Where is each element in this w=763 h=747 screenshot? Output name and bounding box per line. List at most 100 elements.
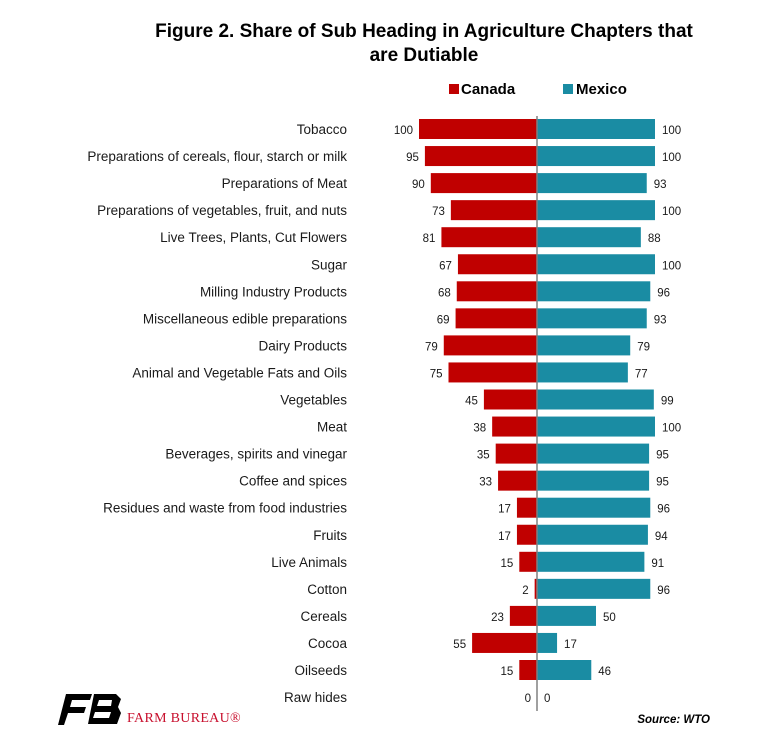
value-label-canada-dairy-products: 79 [425,341,438,353]
value-label-canada-milling-industry-products: 68 [438,287,451,299]
bar-canada-preparations-of-cereals-flour-starch-or-milk [424,146,537,167]
value-label-canada-preparations-of-meat: 90 [412,179,425,191]
legend-swatch-canada [449,84,459,94]
farm-bureau-logo: FARM BUREAU® [58,694,241,726]
bar-canada-live-animals [519,551,537,572]
category-label-fruits: Fruits [313,528,347,543]
bar-mexico-dairy-products [537,335,631,356]
bar-canada-fruits [516,524,537,545]
bar-canada-sugar [457,254,537,275]
value-label-canada-beverages-spirits-and-vinegar: 35 [477,450,490,462]
value-label-mexico-sugar: 100 [662,260,681,272]
bar-mexico-live-trees-plants-cut-flowers [537,227,641,248]
bar-canada-vegetables [483,389,537,410]
bar-canada-preparations-of-vegetables-fruit-and-nuts [450,200,537,221]
value-label-canada-raw-hides: 0 [525,693,531,705]
category-label-residues-and-waste-from-food-industries: Residues and waste from food industries [103,501,347,516]
value-label-canada-cereals: 23 [491,612,504,624]
source-note: Source: WTO [637,714,710,726]
value-label-mexico-residues-and-waste-from-food-industries: 96 [657,504,670,516]
value-label-canada-coffee-and-spices: 33 [479,477,492,489]
value-label-mexico-preparations-of-meat: 93 [654,179,667,191]
category-label-dairy-products: Dairy Products [258,338,347,353]
bar-canada-coffee-and-spices [498,470,537,491]
bar-canada-beverages-spirits-and-vinegar [495,443,537,464]
value-label-mexico-milling-industry-products: 96 [657,287,670,299]
fb-logo-icon [58,694,121,725]
value-label-mexico-tobacco: 100 [662,125,681,137]
bar-mexico-preparations-of-meat [537,173,647,194]
value-label-canada-vegetables: 45 [465,396,478,408]
bar-mexico-animal-and-vegetable-fats-and-oils [537,362,628,383]
value-label-canada-sugar: 67 [439,260,452,272]
bar-canada-tobacco [419,119,537,139]
value-label-canada-cocoa: 55 [453,639,466,651]
bar-canada-cereals [509,605,537,626]
value-label-canada-tobacco: 100 [394,125,413,137]
category-label-beverages-spirits-and-vinegar: Beverages, spirits and vinegar [165,447,347,462]
bar-mexico-tobacco [537,119,655,139]
value-label-mexico-coffee-and-spices: 95 [656,477,669,489]
value-label-canada-preparations-of-vegetables-fruit-and-nuts: 73 [432,206,445,218]
category-label-meat: Meat [317,420,347,435]
bar-canada-oilseeds [519,660,537,680]
chart-title-line-2: are Dutiable [370,45,479,66]
category-label-miscellaneous-edible-preparations: Miscellaneous edible preparations [143,311,347,326]
value-label-canada-oilseeds: 15 [501,666,514,678]
value-label-mexico-preparations-of-cereals-flour-starch-or-milk: 100 [662,152,681,164]
plot-area: Tobacco 100 100 Preparations of cereals, fl… [87,116,681,712]
category-label-live-trees-plants-cut-flowers: Live Trees, Plants, Cut Flowers [160,230,347,245]
value-label-canada-animal-and-vegetable-fats-and-oils: 75 [430,368,443,380]
bar-mexico-beverages-spirits-and-vinegar [537,443,650,464]
bar-mexico-vegetables [537,389,654,410]
bar-mexico-meat [537,416,655,437]
value-label-canada-fruits: 17 [498,531,511,543]
value-label-mexico-preparations-of-vegetables-fruit-and-nuts: 100 [662,206,681,218]
value-label-mexico-beverages-spirits-and-vinegar: 95 [656,450,669,462]
bar-mexico-oilseeds [537,660,592,680]
category-label-cotton: Cotton [307,582,347,597]
value-label-mexico-cereals: 50 [603,612,616,624]
bar-mexico-cocoa [537,632,558,653]
bar-canada-preparations-of-meat [430,173,537,194]
category-label-preparations-of-cereals-flour-starch-or-milk: Preparations of cereals, flour, starch o… [87,149,347,164]
farm-bureau-wordmark: FARM BUREAU® [127,711,241,726]
bar-mexico-cereals [537,605,596,626]
category-label-preparations-of-vegetables-fruit-and-nuts: Preparations of vegetables, fruit, and n… [97,203,347,218]
category-label-vegetables: Vegetables [280,393,347,408]
category-label-coffee-and-spices: Coffee and spices [239,474,347,489]
legend-label-canada: Canada [461,81,516,98]
value-label-mexico-meat: 100 [662,423,681,435]
bar-canada-residues-and-waste-from-food-industries [516,497,537,518]
bar-canada-cotton [534,578,537,599]
bar-canada-live-trees-plants-cut-flowers [441,227,537,248]
value-label-mexico-cocoa: 17 [564,639,577,651]
bar-mexico-fruits [537,524,648,545]
category-label-live-animals: Live Animals [271,555,347,570]
value-label-canada-live-trees-plants-cut-flowers: 81 [423,233,436,245]
value-label-mexico-dairy-products: 79 [637,341,650,353]
bar-canada-animal-and-vegetable-fats-and-oils [448,362,537,383]
chart-title-line-1: Figure 2. Share of Sub Heading in Agricu… [155,21,693,42]
bar-mexico-coffee-and-spices [537,470,650,491]
category-label-tobacco: Tobacco [297,122,347,137]
value-label-mexico-animal-and-vegetable-fats-and-oils: 77 [635,368,648,380]
bar-mexico-live-animals [537,551,645,572]
value-label-canada-meat: 38 [473,423,486,435]
bar-mexico-preparations-of-cereals-flour-starch-or-milk [537,146,655,167]
value-label-mexico-fruits: 94 [655,531,668,543]
value-label-canada-cotton: 2 [522,585,528,597]
value-label-mexico-miscellaneous-edible-preparations: 93 [654,314,667,326]
bar-mexico-preparations-of-vegetables-fruit-and-nuts [537,200,655,221]
bar-mexico-cotton [537,578,651,599]
value-label-mexico-live-animals: 91 [651,558,664,570]
bar-canada-cocoa [472,632,537,653]
category-label-raw-hides: Raw hides [284,690,347,705]
value-label-canada-miscellaneous-edible-preparations: 69 [437,314,450,326]
value-label-mexico-vegetables: 99 [661,396,674,408]
value-label-mexico-cotton: 96 [657,585,670,597]
category-label-oilseeds: Oilseeds [294,663,347,678]
bar-mexico-residues-and-waste-from-food-industries [537,497,651,518]
category-label-cocoa: Cocoa [308,636,348,651]
